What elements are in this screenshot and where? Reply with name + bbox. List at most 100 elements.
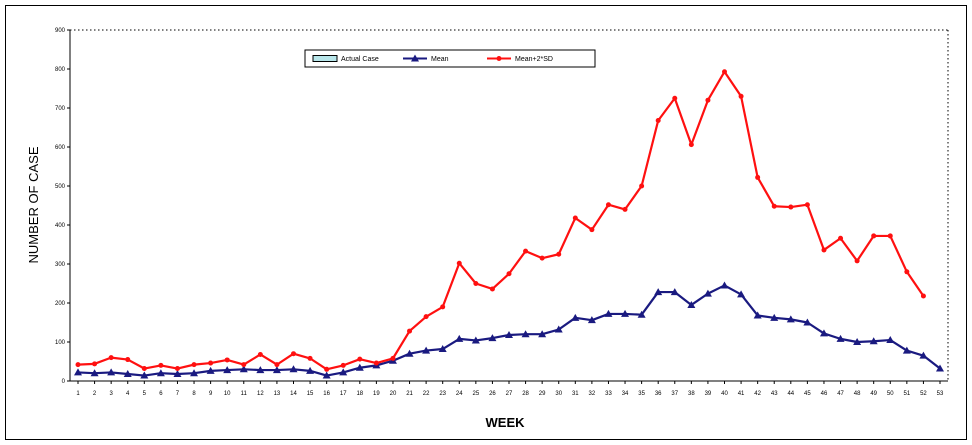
mean-point (140, 371, 149, 379)
mean-point (223, 366, 232, 374)
x-tick-label: 26 (489, 391, 496, 397)
mean-point (74, 368, 82, 376)
mean-2sd-point (489, 286, 495, 292)
legend-marker-mean (411, 54, 419, 62)
mean-2sd-point (75, 362, 81, 368)
x-axis-title: WEEK (486, 415, 526, 430)
mean-point (786, 315, 795, 323)
x-tick-label: 2 (93, 391, 97, 397)
x-tick-label: 23 (439, 391, 446, 397)
mean-point (488, 334, 497, 342)
mean-point (422, 346, 431, 354)
mean-point (670, 288, 679, 296)
mean-point (919, 351, 928, 359)
mean-point (621, 309, 630, 317)
mean-2sd-point (523, 248, 529, 254)
legend-label: Actual Case (341, 56, 379, 63)
mean-2sd-point (141, 366, 147, 372)
y-tick-label: 600 (55, 145, 66, 151)
y-tick-label: 900 (55, 28, 66, 34)
mean-2sd-point (125, 357, 131, 363)
mean-2sd-point (672, 95, 678, 101)
mean-2sd-point (324, 366, 330, 372)
mean-point (587, 316, 596, 324)
mean-2sd-point (274, 362, 280, 368)
mean-2sd-point (804, 202, 810, 208)
mean-2sd-point (390, 355, 396, 361)
y-tick-label: 0 (62, 379, 66, 385)
mean-2sd-point (456, 260, 462, 266)
x-tick-label: 27 (506, 391, 513, 397)
y-tick-label: 200 (55, 301, 66, 307)
mean-point (156, 369, 165, 377)
x-tick-label: 33 (605, 391, 612, 397)
x-tick-label: 16 (323, 391, 330, 397)
mean-2sd-point (556, 251, 562, 257)
mean-2sd-point (539, 255, 545, 261)
mean-point (902, 346, 911, 354)
x-tick-label: 39 (705, 391, 712, 397)
mean-point (206, 366, 215, 374)
x-tick-label: 47 (837, 391, 844, 397)
x-tick-label: 41 (738, 391, 745, 397)
mean-point (803, 318, 812, 326)
x-tick-label: 32 (589, 391, 596, 397)
mean-2sd-point (705, 97, 711, 103)
mean-2sd-point (622, 206, 628, 212)
legend-swatch-actual-case (312, 55, 338, 62)
mean-2sd-point (108, 355, 114, 361)
x-tick-label: 7 (176, 391, 180, 397)
x-tick-label: 19 (373, 391, 380, 397)
mean-point (306, 366, 315, 374)
mean-2sd-point (423, 314, 429, 320)
x-tick-label: 48 (854, 391, 861, 397)
mean-point (571, 313, 580, 321)
x-tick-label: 45 (804, 391, 811, 397)
mean-2sd-point (920, 293, 926, 299)
mean-2sd-point (771, 203, 777, 209)
x-tick-label: 18 (356, 391, 363, 397)
x-tick-label: 20 (390, 391, 397, 397)
mean-2sd-point (307, 355, 313, 361)
x-tick-label: 5 (143, 391, 147, 397)
mean-2sd-point (722, 69, 727, 75)
mean-point (853, 338, 862, 345)
mean-point (322, 371, 331, 379)
mean-2sd-point (788, 204, 794, 210)
x-tick-label: 17 (340, 391, 347, 397)
mean-point (289, 365, 298, 373)
mean-point (471, 336, 480, 344)
mean-2sd-point (572, 215, 578, 221)
mean-point (654, 288, 663, 296)
mean-2sd-point (473, 281, 479, 286)
mean-2sd-point (738, 93, 744, 99)
x-tick-label: 35 (638, 391, 645, 397)
mean-point (405, 349, 414, 357)
x-tick-label: 53 (937, 391, 944, 397)
mean-point (753, 311, 762, 319)
x-tick-label: 46 (821, 391, 828, 397)
mean-2sd-point (407, 328, 413, 334)
x-tick-label: 8 (192, 391, 196, 397)
x-tick-label: 6 (159, 391, 163, 397)
mean-point (703, 289, 712, 297)
mean-point (505, 330, 513, 338)
mean-2sd-point (639, 183, 645, 189)
mean-point (936, 364, 944, 372)
mean-2sd-point (605, 202, 611, 208)
mean-2sd-point (589, 227, 595, 233)
x-tick-label: 25 (473, 391, 480, 397)
x-tick-label: 50 (887, 391, 894, 397)
y-tick-label: 400 (55, 223, 66, 229)
mean-point (173, 369, 182, 377)
x-tick-label: 42 (754, 391, 761, 397)
x-tick-label: 28 (522, 391, 529, 397)
mean-2sd-point (373, 360, 379, 366)
mean-point (737, 290, 746, 298)
y-tick-label: 100 (55, 340, 66, 346)
x-tick-label: 44 (787, 391, 794, 397)
x-tick-label: 15 (307, 391, 314, 397)
mean-point (256, 366, 265, 374)
